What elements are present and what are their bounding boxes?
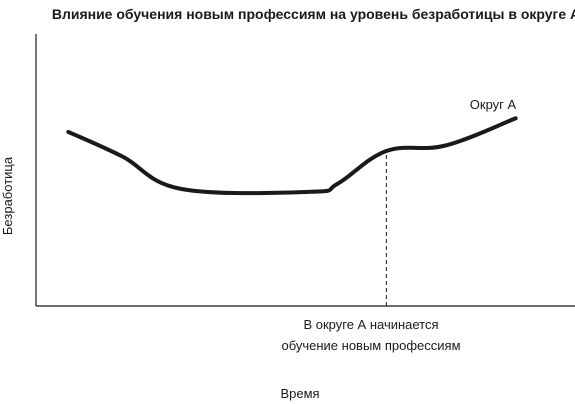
annotation-text-line-2: обучение новым профессиям xyxy=(281,338,460,353)
x-axis-label: Время xyxy=(280,386,319,401)
series-label-district-a: Округ А xyxy=(470,97,517,112)
y-axis-label: Безработица xyxy=(0,156,15,235)
annotation-text-line-1: В округе А начинается xyxy=(303,317,438,332)
chart-title: Влияние обучения новым профессиям на уро… xyxy=(52,6,575,22)
series-line-district-a xyxy=(66,116,518,196)
